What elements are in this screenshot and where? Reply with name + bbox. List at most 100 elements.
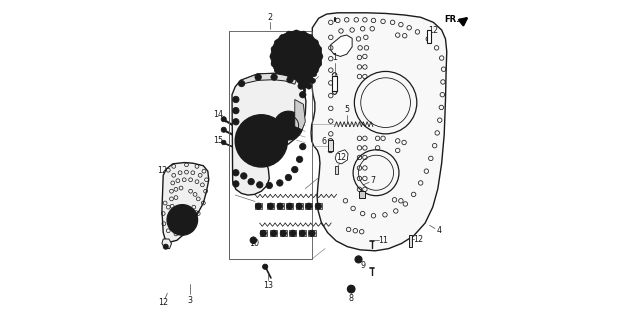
- Circle shape: [290, 230, 296, 236]
- Polygon shape: [162, 239, 172, 249]
- Circle shape: [315, 203, 322, 209]
- Circle shape: [163, 244, 168, 249]
- Circle shape: [307, 84, 312, 89]
- Circle shape: [285, 174, 292, 181]
- Circle shape: [273, 34, 319, 79]
- Polygon shape: [305, 203, 312, 209]
- Text: 14: 14: [213, 110, 223, 119]
- Circle shape: [233, 181, 239, 187]
- Text: 5: 5: [344, 105, 350, 114]
- Circle shape: [221, 127, 227, 132]
- Text: 12: 12: [413, 235, 423, 244]
- Circle shape: [248, 179, 254, 185]
- Circle shape: [239, 80, 245, 87]
- Circle shape: [299, 230, 305, 236]
- Text: 6: 6: [322, 137, 327, 146]
- Polygon shape: [260, 230, 267, 236]
- Polygon shape: [309, 230, 316, 236]
- Circle shape: [276, 71, 281, 76]
- Circle shape: [307, 35, 313, 40]
- Text: 12: 12: [336, 153, 346, 162]
- Circle shape: [271, 31, 322, 82]
- Circle shape: [286, 76, 292, 82]
- Circle shape: [260, 230, 266, 236]
- Circle shape: [292, 166, 298, 173]
- Circle shape: [287, 88, 292, 93]
- Text: 12: 12: [157, 166, 167, 175]
- Circle shape: [280, 230, 286, 236]
- Polygon shape: [333, 76, 337, 92]
- Circle shape: [347, 285, 355, 293]
- Text: 15: 15: [213, 136, 223, 145]
- Text: 12: 12: [158, 298, 168, 307]
- Text: 10: 10: [249, 239, 259, 248]
- Circle shape: [255, 134, 268, 147]
- Circle shape: [282, 42, 310, 71]
- Circle shape: [270, 53, 276, 59]
- Circle shape: [280, 73, 285, 78]
- Circle shape: [167, 204, 198, 235]
- Circle shape: [271, 46, 277, 52]
- Polygon shape: [331, 35, 352, 56]
- Text: 11: 11: [378, 236, 388, 245]
- Circle shape: [280, 35, 285, 40]
- Circle shape: [300, 88, 306, 93]
- Circle shape: [277, 203, 283, 209]
- Circle shape: [281, 84, 286, 89]
- Polygon shape: [299, 230, 306, 236]
- Circle shape: [274, 40, 280, 45]
- Polygon shape: [290, 230, 297, 236]
- Circle shape: [250, 237, 257, 244]
- Text: 12: 12: [428, 27, 438, 36]
- Circle shape: [305, 203, 312, 209]
- Polygon shape: [255, 203, 262, 209]
- Circle shape: [301, 76, 307, 82]
- Circle shape: [235, 115, 288, 167]
- Text: 13: 13: [262, 281, 273, 290]
- Circle shape: [271, 74, 277, 80]
- Polygon shape: [276, 203, 284, 209]
- Circle shape: [281, 59, 286, 64]
- Circle shape: [310, 78, 316, 83]
- Circle shape: [312, 68, 318, 73]
- Circle shape: [300, 55, 306, 60]
- Circle shape: [287, 76, 293, 83]
- Circle shape: [271, 61, 277, 67]
- Polygon shape: [295, 100, 305, 130]
- Circle shape: [242, 121, 281, 161]
- Circle shape: [312, 71, 317, 76]
- Circle shape: [240, 173, 247, 179]
- Circle shape: [278, 65, 283, 70]
- Circle shape: [300, 143, 306, 150]
- Circle shape: [310, 65, 316, 70]
- Text: 1: 1: [332, 53, 337, 62]
- Circle shape: [294, 89, 299, 94]
- Circle shape: [300, 92, 306, 98]
- Circle shape: [268, 203, 274, 209]
- Polygon shape: [240, 73, 297, 84]
- Circle shape: [262, 264, 268, 269]
- Polygon shape: [280, 230, 287, 236]
- Circle shape: [255, 74, 261, 80]
- Circle shape: [280, 58, 313, 91]
- Circle shape: [274, 68, 280, 73]
- Circle shape: [294, 54, 299, 59]
- Polygon shape: [360, 191, 365, 197]
- Polygon shape: [408, 235, 412, 247]
- Circle shape: [293, 30, 299, 36]
- Circle shape: [312, 40, 318, 45]
- Polygon shape: [328, 140, 333, 151]
- Circle shape: [297, 156, 303, 163]
- Circle shape: [276, 180, 283, 186]
- Text: 2: 2: [268, 13, 273, 22]
- Circle shape: [293, 77, 299, 83]
- Circle shape: [233, 119, 239, 125]
- Circle shape: [274, 111, 303, 140]
- Circle shape: [233, 170, 239, 176]
- Circle shape: [221, 117, 227, 122]
- Circle shape: [317, 53, 323, 59]
- Circle shape: [266, 182, 273, 189]
- Circle shape: [233, 108, 239, 114]
- Circle shape: [286, 31, 292, 37]
- Circle shape: [233, 96, 239, 103]
